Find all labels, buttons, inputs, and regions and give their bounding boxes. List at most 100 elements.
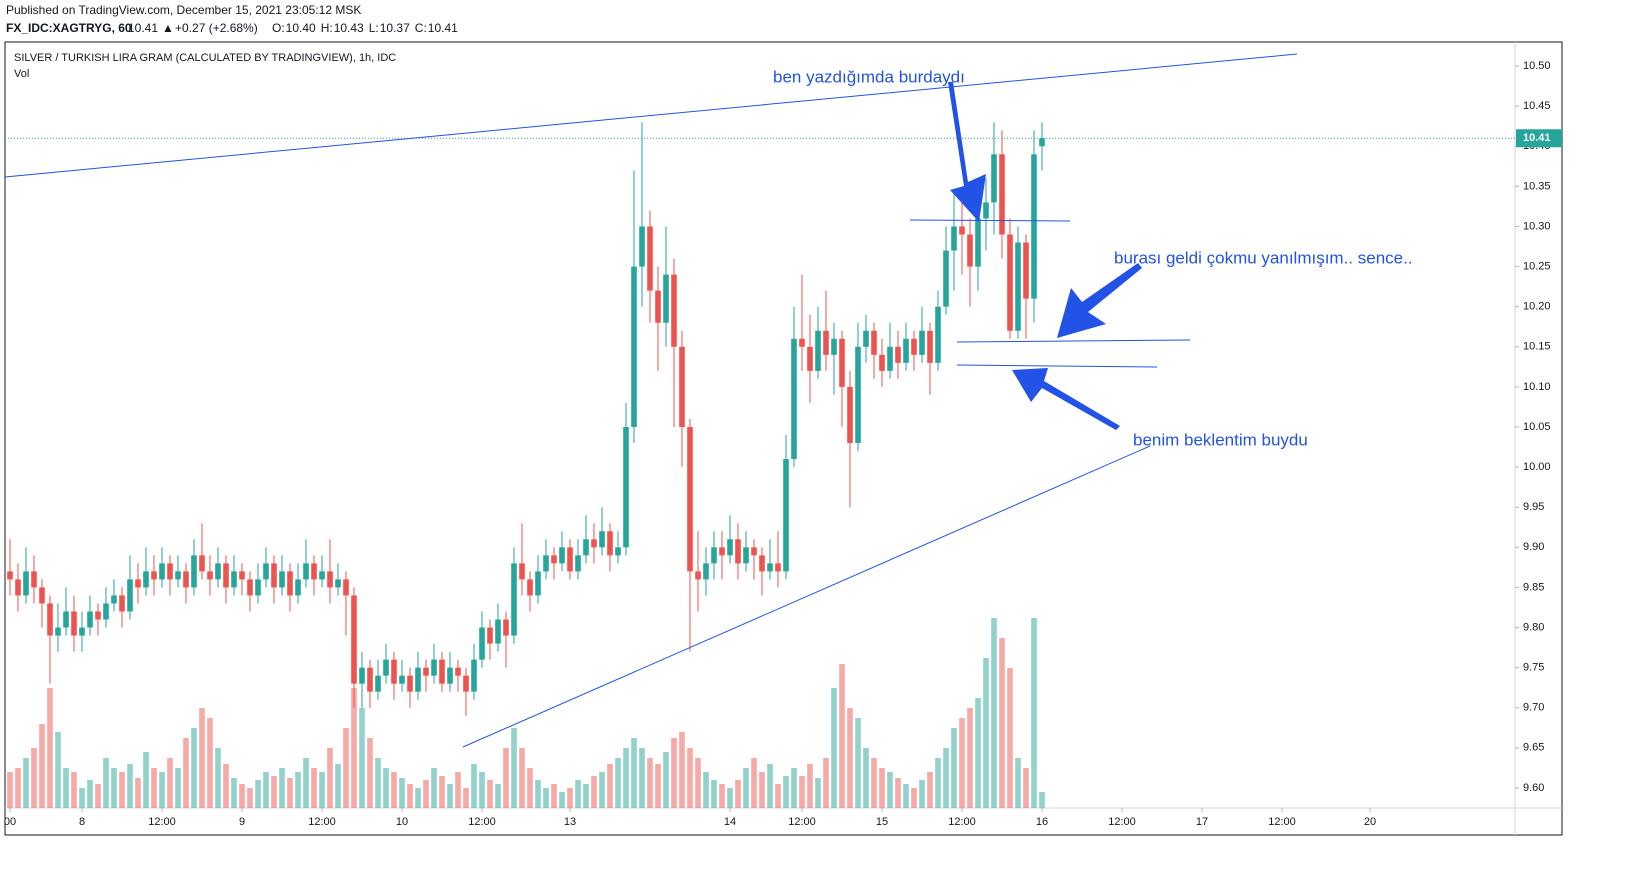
level-line <box>909 219 1071 222</box>
y-tick-label: 10.50 <box>1523 60 1551 72</box>
volume-bar <box>263 772 269 808</box>
y-tick-label: 10.20 <box>1523 301 1551 313</box>
candle-body <box>175 571 181 580</box>
candle-body <box>903 338 909 363</box>
candle-body <box>31 571 37 588</box>
volume-bar <box>47 688 53 808</box>
volume-bar <box>863 748 869 808</box>
volume-bar <box>183 738 189 808</box>
volume-bar <box>823 758 829 808</box>
ohlc-key: C: <box>415 21 427 35</box>
candle-body <box>679 346 685 428</box>
arrow <box>948 82 986 222</box>
candle-body <box>543 555 549 572</box>
level-line <box>956 339 1191 343</box>
candle-body <box>823 330 829 355</box>
candle-body <box>815 330 821 371</box>
candle-body <box>855 346 861 444</box>
volume-bar <box>151 768 157 808</box>
candle-body <box>591 539 597 548</box>
candle-body <box>639 226 645 267</box>
candle-body <box>991 154 997 203</box>
candle-body <box>295 579 301 596</box>
axes-layer: 9.60 9.65 9.70 9.75 9.80 9.85 9.90 9.95 10.00 10.… <box>4 60 1562 828</box>
annotation: burası geldi çokmu yanılmışım.. sence.. <box>1114 248 1413 267</box>
candle-body <box>351 595 357 684</box>
candle-body <box>1015 242 1021 331</box>
volume-bar <box>383 768 389 808</box>
candle-body <box>767 563 773 572</box>
trend-line <box>462 445 1151 748</box>
volume-bar <box>727 788 733 808</box>
volume-bar <box>175 768 181 808</box>
candle-body <box>199 555 205 572</box>
volume-bar <box>391 772 397 808</box>
volume-bar <box>535 780 541 808</box>
candle-body <box>615 547 621 556</box>
volume-bar <box>1023 768 1029 808</box>
x-tick-label: 00 <box>4 816 16 828</box>
volume-bar <box>975 698 981 808</box>
candle-body <box>879 354 885 371</box>
volume-bar <box>239 784 245 808</box>
candle-body <box>367 667 373 692</box>
candle-body <box>847 386 853 444</box>
volume-bar <box>679 732 685 808</box>
y-tick-label: 9.70 <box>1523 702 1544 714</box>
candle-body <box>447 667 453 684</box>
candle-body <box>663 274 669 323</box>
volume-bar <box>839 664 845 808</box>
level-line <box>956 364 1158 368</box>
y-tick-label: 10.10 <box>1523 381 1551 393</box>
candle-body <box>655 290 661 323</box>
volume-bar <box>983 658 989 808</box>
candle-body <box>431 659 437 676</box>
y-tick-label: 9.85 <box>1523 581 1544 593</box>
volume-bar <box>39 724 45 808</box>
candle-body <box>935 306 941 363</box>
y-tick-label: 10.30 <box>1523 220 1551 232</box>
candle-body <box>143 571 149 588</box>
candle-body <box>1023 242 1029 299</box>
volume-bar <box>575 780 581 808</box>
candle-body <box>151 571 157 580</box>
candle-body <box>127 579 133 612</box>
candle-body <box>863 330 869 347</box>
candle-body <box>911 338 917 355</box>
arrow <box>1057 263 1142 338</box>
candle-body <box>119 595 125 612</box>
candle-body <box>999 154 1005 235</box>
volume-bar <box>71 772 77 808</box>
volume-bar <box>31 748 37 808</box>
volume-bar <box>135 778 141 808</box>
arrows <box>948 82 1142 430</box>
candle-body <box>55 627 61 636</box>
volume-bar <box>879 768 885 808</box>
candle-body <box>207 571 213 580</box>
volume-bar <box>687 748 693 808</box>
candle-body <box>751 547 757 556</box>
candle-body <box>423 667 429 676</box>
volume-bar <box>775 784 781 808</box>
candle-body <box>1039 138 1045 147</box>
candle-body <box>111 595 117 604</box>
candle-body <box>391 659 397 684</box>
candle-body <box>47 603 53 636</box>
last-price-box <box>1516 129 1562 148</box>
candle-body <box>831 338 837 355</box>
volume-bar <box>103 758 109 808</box>
volume-bar <box>423 780 429 808</box>
volume-bar <box>751 758 757 808</box>
volume-bar <box>231 778 237 808</box>
volume-bar <box>495 784 501 808</box>
x-tick-label: 20 <box>1364 816 1376 828</box>
x-tick-label: 12:00 <box>1108 816 1136 828</box>
y-tick-label: 9.65 <box>1523 742 1544 754</box>
candle-body <box>959 226 965 235</box>
candle-body <box>471 659 477 692</box>
volume-bar <box>407 784 413 808</box>
candle-body <box>503 619 509 636</box>
volume-bar <box>559 792 565 808</box>
volume-bar <box>911 788 917 808</box>
